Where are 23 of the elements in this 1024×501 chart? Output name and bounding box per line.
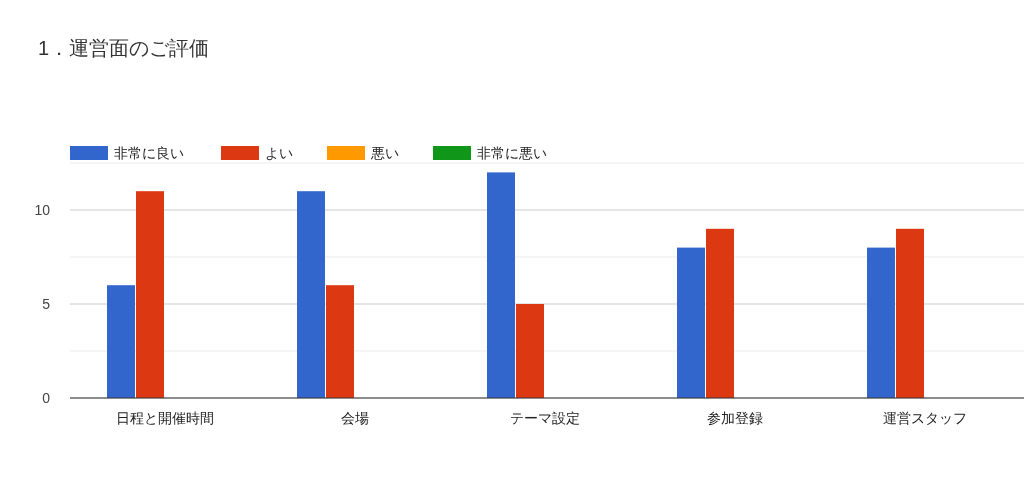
y-tick-label: 10 — [34, 202, 51, 218]
y-tick-label: 5 — [42, 296, 51, 312]
bar — [677, 247, 705, 398]
bar — [706, 228, 734, 398]
bar — [516, 304, 544, 398]
bar — [297, 191, 325, 398]
bar — [487, 172, 515, 398]
legend-label: 非常に悪い — [477, 145, 547, 161]
bar — [896, 228, 924, 398]
legend-label: 非常に良い — [114, 145, 184, 161]
bar — [136, 191, 164, 398]
x-tick-label: 参加登録 — [707, 410, 763, 426]
bar — [326, 285, 354, 398]
x-tick-label: 運営スタッフ — [883, 410, 967, 426]
x-tick-label: テーマ設定 — [510, 410, 580, 426]
legend-label: 悪い — [370, 145, 399, 161]
x-tick-label: 日程と開催時間 — [116, 410, 214, 426]
legend-label: よい — [265, 145, 293, 161]
y-tick-label: 0 — [42, 390, 51, 406]
chart-title: 1．運営面のご評価 — [38, 37, 210, 59]
bar — [867, 247, 895, 398]
x-tick-label: 会場 — [341, 410, 369, 426]
bar — [107, 285, 135, 398]
